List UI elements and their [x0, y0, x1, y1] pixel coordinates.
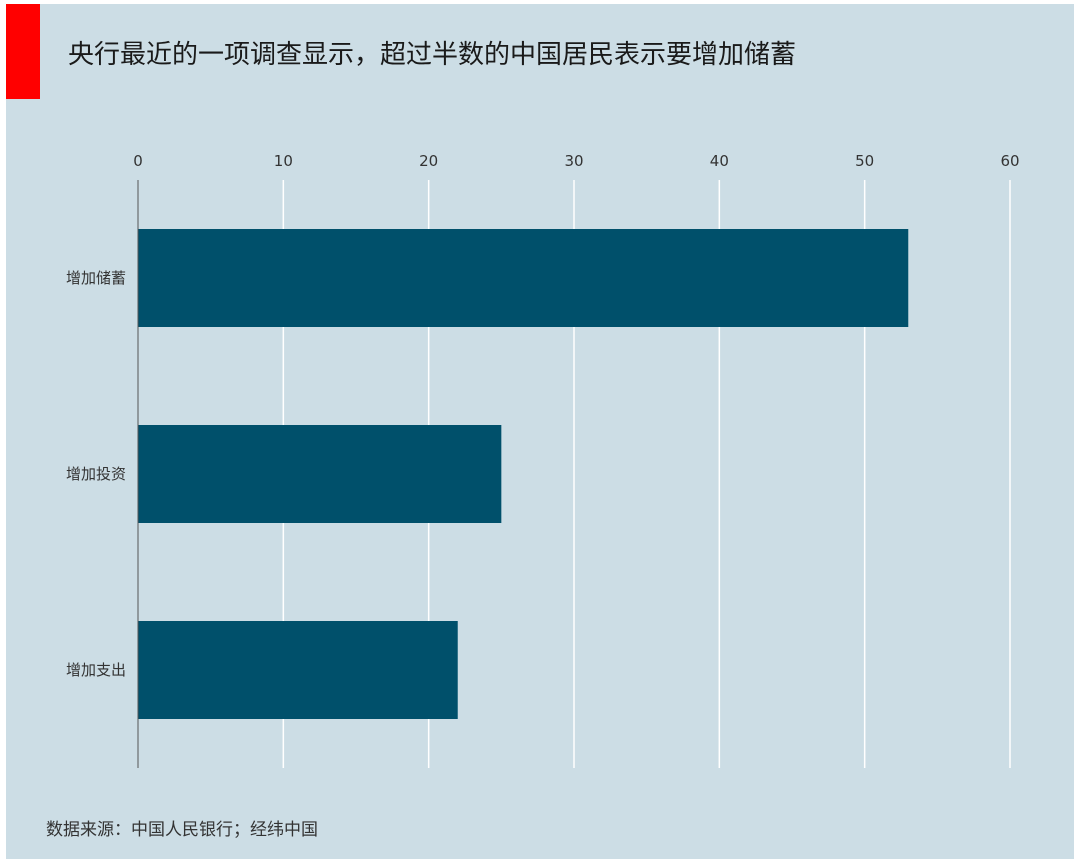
x-tick-label-30: 30: [564, 152, 583, 170]
chart-title: 央行最近的一项调查显示，超过半数的中国居民表示要增加储蓄: [68, 40, 797, 70]
x-tick-label-40: 40: [710, 152, 729, 170]
x-tick-label-60: 60: [1000, 152, 1019, 170]
x-tick-label-20: 20: [419, 152, 438, 170]
bars: [138, 229, 909, 719]
category-label-3: 增加支出: [66, 661, 126, 679]
data-source-note: 数据来源：中国人民银行；经纬中国: [46, 820, 318, 840]
x-tick-label-0: 0: [133, 152, 143, 170]
bar-1: [138, 229, 909, 327]
title-accent-bar: [6, 4, 40, 99]
category-label-2: 增加投资: [66, 465, 126, 483]
bar-3: [138, 621, 458, 719]
bar-2: [138, 425, 502, 523]
x-tick-label-50: 50: [855, 152, 874, 170]
category-label-1: 增加储蓄: [66, 269, 126, 287]
x-tick-label-10: 10: [274, 152, 293, 170]
